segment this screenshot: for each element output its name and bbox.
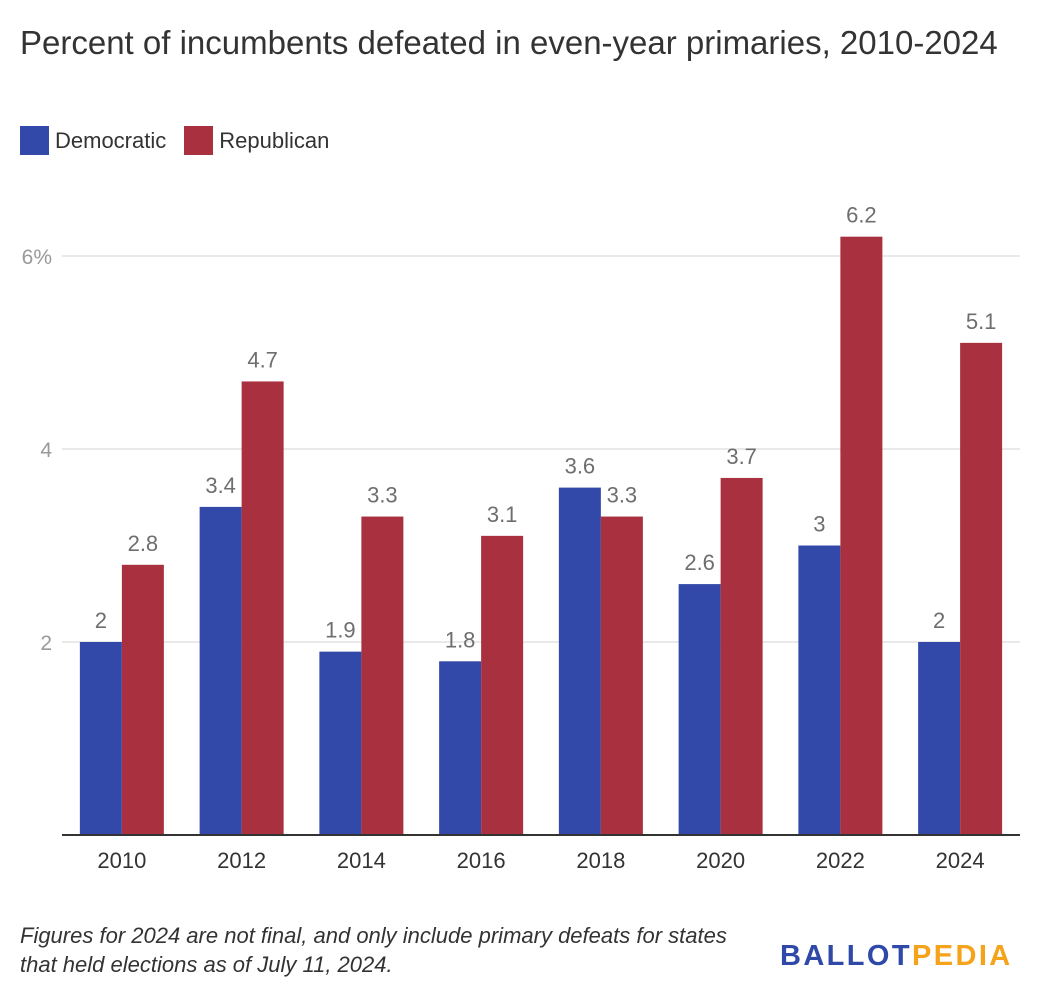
y-tick-label: 6%	[22, 246, 52, 269]
chart-title: Percent of incumbents defeated in even-y…	[20, 24, 998, 61]
data-label-republican-2012: 4.7	[247, 347, 278, 372]
footnote: Figures for 2024 are not final, and only…	[20, 923, 727, 977]
bar-republican-2014	[361, 516, 404, 835]
bar-democratic-2022	[798, 545, 841, 835]
bar-democratic-2010	[79, 642, 122, 835]
legend: Democratic Republican	[20, 126, 347, 155]
logo-part-pedia: PEDIA	[912, 940, 1013, 972]
bar-democratic-2012	[199, 506, 242, 835]
x-tick-label-2018: 2018	[576, 848, 625, 873]
x-tick-label-2022: 2022	[816, 848, 865, 873]
data-label-democratic-2020: 2.6	[684, 550, 715, 575]
logo-part-ballot: BALLOT	[780, 940, 912, 972]
data-label-republican-2020: 3.7	[726, 444, 757, 469]
x-tick-label-2012: 2012	[217, 848, 266, 873]
data-label-republican-2018: 3.3	[607, 483, 638, 508]
bar-democratic-2014	[319, 651, 362, 835]
data-label-republican-2016: 3.1	[487, 502, 518, 527]
bar-republican-2016	[481, 535, 524, 835]
bar-democratic-2016	[439, 661, 482, 835]
data-label-democratic-2012: 3.4	[205, 473, 236, 498]
bar-republican-2022	[840, 236, 883, 835]
bar-chart: 2 4 6% 2 2.8 2010 3.4 4.7 2012 1.9 3.3 2014 1.8 3.1 20…	[22, 203, 1020, 873]
data-label-republican-2022: 6.2	[846, 203, 877, 228]
bar-republican-2012	[241, 381, 284, 835]
bar-republican-2020	[720, 477, 763, 835]
bar-republican-2010	[121, 564, 164, 835]
x-tick-label-2016: 2016	[457, 848, 506, 873]
bar-republican-2018	[600, 516, 643, 835]
legend-swatch-democratic	[20, 126, 49, 155]
data-label-democratic-2016: 1.8	[445, 627, 476, 652]
y-tick-label: 2	[40, 632, 52, 655]
legend-label-democratic: Democratic	[55, 127, 167, 153]
bar-democratic-2018	[558, 487, 601, 835]
data-label-democratic-2010: 2	[95, 608, 107, 633]
x-tick-label-2014: 2014	[337, 848, 386, 873]
data-label-democratic-2022: 3	[813, 512, 825, 537]
data-label-republican-2024: 5.1	[966, 309, 997, 334]
legend-item-republican: Republican	[184, 126, 329, 155]
data-label-republican-2010: 2.8	[128, 531, 159, 556]
legend-item-democratic: Democratic	[20, 126, 166, 155]
x-tick-label-2024: 2024	[936, 848, 985, 873]
ballotpedia-logo: BALLOTPEDIA	[780, 940, 1013, 973]
x-tick-label-2010: 2010	[97, 848, 146, 873]
y-tick-label: 4	[40, 439, 52, 462]
data-label-democratic-2018: 3.6	[565, 454, 596, 479]
bar-democratic-2020	[678, 584, 721, 835]
data-label-republican-2014: 3.3	[367, 483, 398, 508]
data-label-democratic-2014: 1.9	[325, 618, 356, 643]
bar-republican-2024	[960, 342, 1003, 835]
data-label-democratic-2024: 2	[933, 608, 945, 633]
x-tick-label-2020: 2020	[696, 848, 745, 873]
legend-label-republican: Republican	[219, 127, 330, 153]
legend-swatch-republican	[184, 126, 214, 155]
bar-democratic-2024	[918, 642, 961, 835]
